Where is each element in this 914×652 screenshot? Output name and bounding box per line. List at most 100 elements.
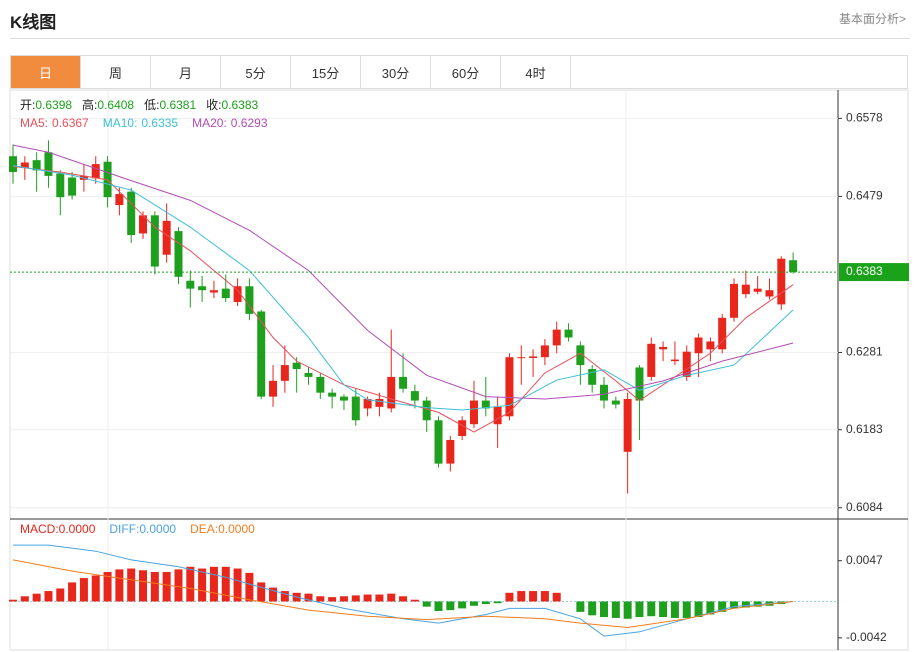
candle-body [363, 398, 372, 409]
macd-bar [162, 572, 171, 602]
macd-bar [32, 593, 41, 602]
candle-body [198, 286, 207, 291]
y-tick-label: -0.0042 [846, 630, 887, 644]
candle-body [162, 220, 171, 255]
ma-line [12, 165, 794, 433]
y-tick-label: 0.6578 [846, 111, 883, 125]
macd-bar [741, 601, 750, 608]
legend-text: 0.6293 [231, 116, 268, 130]
candle-body [422, 400, 431, 421]
period-tab[interactable]: 日 [11, 56, 81, 88]
candle-body [564, 329, 573, 338]
candle-body [316, 376, 325, 393]
legend-text: 0.6367 [52, 116, 89, 130]
macd-bar [375, 594, 384, 602]
candle-body [44, 152, 53, 176]
candle-body [600, 384, 608, 401]
chart-frame [9, 89, 909, 651]
period-tab[interactable]: 15分 [291, 56, 361, 88]
macd-bar [186, 566, 195, 602]
candle-body [694, 337, 703, 354]
macd-bar [339, 596, 348, 602]
legend-text: 0.6408 [97, 98, 134, 112]
macd-bar [730, 601, 739, 609]
macd-bar [44, 591, 53, 602]
candle-body [410, 391, 419, 401]
period-tab[interactable]: 30分 [361, 56, 431, 88]
y-tick-label: 0.0047 [846, 553, 883, 567]
candle-body [387, 376, 396, 409]
candle-body [221, 288, 230, 299]
macd-bar [198, 568, 207, 602]
macd-bar [139, 570, 148, 602]
macd-bar [540, 591, 549, 602]
candle-body [741, 284, 750, 295]
macd-bar [304, 593, 313, 602]
fundamental-link[interactable]: 基本面分析> [838, 12, 906, 26]
candle-body [339, 396, 348, 401]
macd-bar [410, 599, 419, 602]
macd-bar [659, 601, 668, 618]
candle-body [434, 420, 443, 464]
candle-body [647, 343, 656, 377]
legend-text: DEA: [190, 522, 218, 536]
macd-bar [233, 568, 242, 602]
candle-body [186, 280, 195, 289]
macd-bar [469, 601, 478, 606]
candle-body [399, 376, 408, 389]
legend-text: 0.6335 [141, 116, 178, 130]
macd-bar [68, 582, 77, 602]
period-tab[interactable]: 周 [81, 56, 151, 88]
period-tab[interactable]: 4时 [501, 56, 571, 88]
candle-body [269, 380, 278, 397]
candle-body [139, 215, 148, 234]
macd-bar [20, 596, 29, 602]
macd-bar [434, 601, 443, 611]
candle-body [174, 231, 183, 277]
candle-body [493, 406, 502, 425]
candle-body [469, 400, 478, 425]
period-tab[interactable]: 月 [151, 56, 221, 88]
macd-bar [257, 582, 266, 602]
macd-bar [399, 596, 408, 602]
candle-body [20, 162, 29, 169]
macd-bar [635, 601, 644, 618]
candle-body [789, 260, 798, 273]
candle-body [529, 356, 538, 358]
period-tab[interactable]: 5分 [221, 56, 291, 88]
period-tab[interactable]: 60分 [431, 56, 501, 88]
candle-body [233, 286, 242, 303]
candle-body [517, 357, 526, 359]
candle-body [328, 392, 337, 397]
macd-bar [127, 568, 136, 602]
candle-body [682, 351, 691, 377]
legend-text: 0.6383 [221, 98, 258, 112]
price-tag [839, 263, 909, 282]
macd-bar [600, 601, 608, 618]
legend-text: MACD: [20, 522, 59, 536]
legend-text: 高: [82, 97, 97, 112]
candle-body [68, 177, 77, 196]
macd-bar [623, 601, 632, 619]
candle-body [540, 345, 549, 358]
macd-bar [529, 591, 538, 602]
candle-body [481, 400, 490, 409]
macd-line [12, 559, 794, 628]
candle-body [505, 357, 514, 417]
macd-bar [150, 572, 159, 602]
legend-text: DIFF: [109, 522, 139, 536]
macd-bar [552, 592, 561, 602]
candle-body [588, 369, 597, 385]
macd-bar [694, 601, 703, 618]
candle-body [611, 400, 620, 405]
candle-body [375, 398, 384, 407]
macd-bar [517, 591, 526, 602]
candle-body [56, 173, 65, 198]
candle-body [257, 311, 266, 397]
macd-bar [588, 601, 597, 616]
candle-body [670, 359, 679, 362]
candle-body [280, 365, 289, 381]
macd-bar [115, 569, 124, 602]
candle-body [623, 398, 632, 452]
